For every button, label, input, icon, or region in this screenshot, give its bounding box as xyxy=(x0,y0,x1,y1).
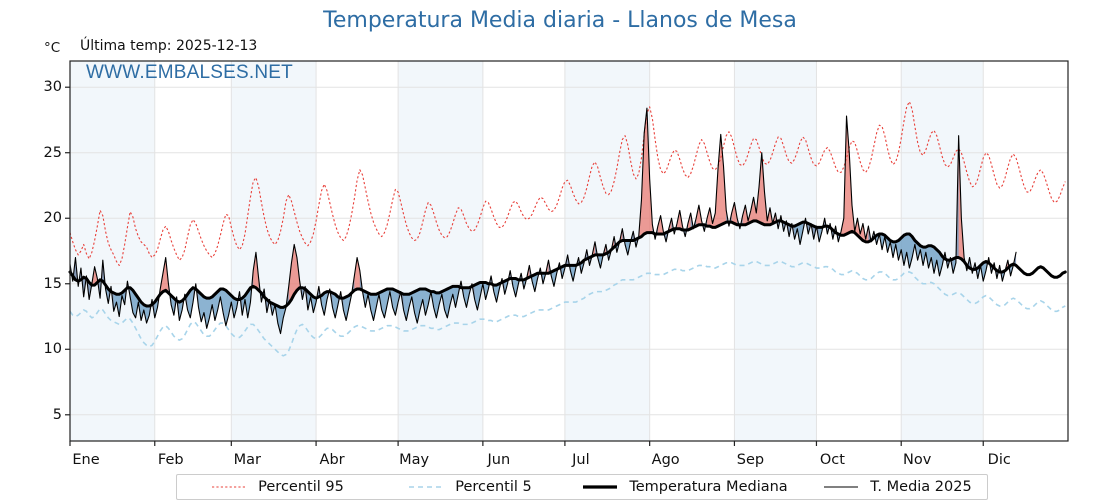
last-temp-label: Última temp: 2025-12-13 xyxy=(80,38,258,54)
x-tick-label: Jul xyxy=(572,452,590,468)
x-tick-label: Dic xyxy=(987,452,1011,468)
x-tick-label: Abr xyxy=(319,452,345,468)
x-tick-label: Nov xyxy=(903,452,932,468)
page-title: Temperatura Media diaria - Llanos de Mes… xyxy=(323,8,797,33)
legend-item-4[interactable]: T. Media 2025 xyxy=(807,475,987,499)
y-tick-label: 15 xyxy=(43,275,62,292)
legend-item-3[interactable]: Temperatura Mediana xyxy=(562,475,807,499)
legend-swatch-icon xyxy=(824,486,859,488)
x-tick-label: Ene xyxy=(72,452,100,468)
y-axis-ticks: 5 10 15 20 25 30 xyxy=(0,0,62,500)
x-tick-label: May xyxy=(399,452,430,468)
legend-label: T. Media 2025 xyxy=(870,479,972,495)
legend-swatch-icon xyxy=(409,486,444,488)
legend-label: Temperatura Mediana xyxy=(629,479,788,495)
x-tick-label: Jun xyxy=(487,452,511,468)
x-tick-label: Ago xyxy=(651,452,680,468)
legend-swatch-icon xyxy=(583,485,618,489)
legend-label: Percentil 5 xyxy=(455,479,532,495)
legend-label: Percentil 95 xyxy=(258,479,344,495)
y-axis-unit-label: °C xyxy=(44,40,61,56)
y-tick-label: 5 xyxy=(52,406,62,423)
chart-legend: Percentil 95 Percentil 5 Temperatura Media… xyxy=(176,474,988,500)
y-tick-label: 25 xyxy=(43,144,62,161)
x-tick-label: Feb xyxy=(157,452,184,468)
watermark-embalses: WWW.EMBALSES.NET xyxy=(86,62,293,83)
y-tick-label: 10 xyxy=(43,341,62,358)
legend-item-2[interactable]: Percentil 5 xyxy=(377,475,562,499)
x-tick-label: Mar xyxy=(233,452,261,468)
y-tick-label: 20 xyxy=(43,210,62,227)
x-tick-label: Sep xyxy=(736,452,765,468)
x-tick-label: Oct xyxy=(819,452,845,468)
legend-swatch-icon xyxy=(212,486,247,488)
y-tick-label: 30 xyxy=(43,79,62,96)
legend-item-1[interactable]: Percentil 95 xyxy=(177,475,377,499)
